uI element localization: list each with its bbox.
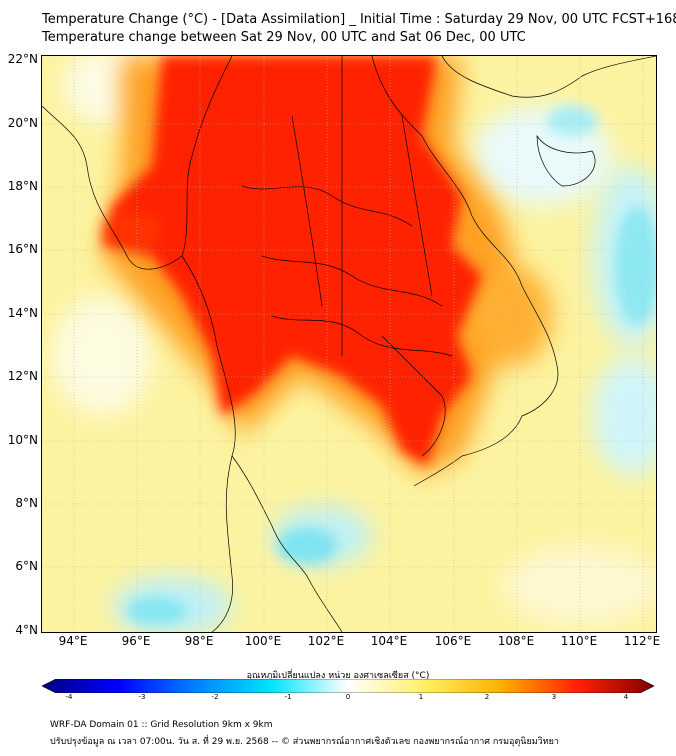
lat-label: 14°N — [7, 306, 38, 320]
lon-label: 108°E — [497, 634, 535, 648]
lon-label: 106°E — [434, 634, 472, 648]
colorbar-label: อุณหภูมิเปลี่ยนแปลง หน่วย องศาเซลเซียส (… — [246, 671, 430, 681]
colorbar-tick: -1 — [284, 693, 292, 701]
colorbar-tick: 4 — [623, 693, 629, 701]
lat-label: 12°N — [7, 369, 38, 383]
lat-label: 22°N — [7, 52, 38, 66]
lon-label: 104°E — [370, 634, 408, 648]
colorbar-tick: 2 — [484, 693, 490, 701]
lat-label: 20°N — [7, 116, 38, 130]
colorbar-tick: 1 — [418, 693, 424, 701]
coastlines-and-borders — [42, 56, 656, 632]
colorbar-ramp — [42, 679, 654, 693]
map-field — [42, 56, 656, 632]
lat-label: 6°N — [15, 559, 38, 573]
map-title: Temperature Change (°C) - [Data Assimila… — [42, 12, 676, 27]
colorbar-tick: 3 — [551, 693, 557, 701]
lon-label: 112°E — [623, 634, 661, 648]
map-subtitle: Temperature change between Sat 29 Nov, 0… — [42, 30, 526, 45]
lon-label: 96°E — [121, 634, 151, 648]
colorbar-tick: 0 — [345, 693, 351, 701]
lon-label: 110°E — [560, 634, 598, 648]
lon-label: 102°E — [307, 634, 345, 648]
colorbar-tick: -4 — [65, 693, 73, 701]
lat-label: 4°N — [15, 623, 38, 637]
colorbar — [42, 679, 654, 693]
lat-label: 8°N — [15, 496, 38, 510]
lon-label: 94°E — [58, 634, 88, 648]
lat-label: 10°N — [7, 433, 38, 447]
lon-label: 100°E — [244, 634, 282, 648]
lon-label: 98°E — [184, 634, 214, 648]
footer-model-info: WRF-DA Domain 01 :: Grid Resolution 9km … — [50, 720, 273, 730]
colorbar-tick: -2 — [211, 693, 219, 701]
colorbar-tick: -3 — [138, 693, 146, 701]
lat-label: 16°N — [7, 242, 38, 256]
footer-credit: ปรับปรุงข้อมูล ณ เวลา 07:00น. วัน ส. ที่… — [50, 737, 559, 747]
cooling-areas — [127, 106, 656, 625]
temperature-change-map — [41, 55, 657, 633]
lat-label: 18°N — [7, 179, 38, 193]
graticule — [42, 56, 656, 632]
